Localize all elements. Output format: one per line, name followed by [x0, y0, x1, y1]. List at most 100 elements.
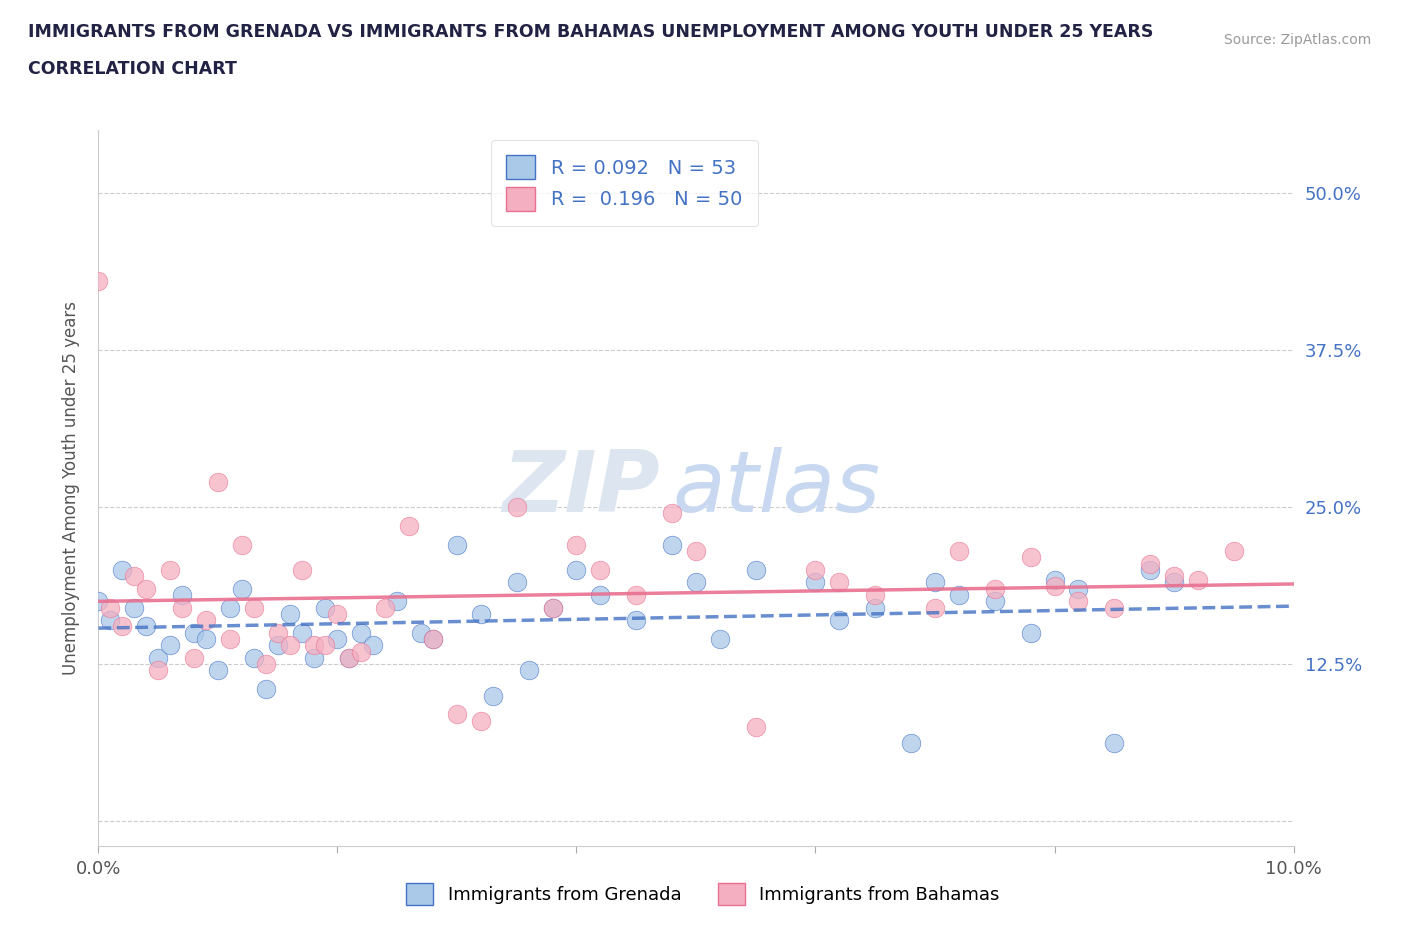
- Point: [254, 682, 277, 697]
- Point: [148, 663, 170, 678]
- Point: [195, 631, 218, 646]
- Point: [374, 600, 396, 615]
- Point: [87, 273, 110, 288]
- Point: [1067, 594, 1090, 609]
- Point: [470, 606, 492, 621]
- Point: [315, 638, 337, 653]
- Point: [541, 600, 564, 615]
- Point: [685, 544, 707, 559]
- Point: [339, 650, 361, 665]
- Point: [1163, 575, 1185, 590]
- Point: [326, 631, 349, 646]
- Point: [626, 588, 648, 603]
- Point: [350, 644, 373, 659]
- Point: [1043, 573, 1066, 588]
- Text: IMMIGRANTS FROM GRENADA VS IMMIGRANTS FROM BAHAMAS UNEMPLOYMENT AMONG YOUTH UNDE: IMMIGRANTS FROM GRENADA VS IMMIGRANTS FR…: [28, 23, 1153, 41]
- Point: [159, 638, 181, 653]
- Legend: R = 0.092   N = 53, R =  0.196   N = 50: R = 0.092 N = 53, R = 0.196 N = 50: [491, 140, 758, 226]
- Point: [1223, 544, 1246, 559]
- Point: [709, 631, 731, 646]
- Point: [339, 650, 361, 665]
- Text: ZIP: ZIP: [502, 446, 661, 530]
- Point: [446, 538, 468, 552]
- Point: [589, 588, 612, 603]
- Point: [948, 544, 970, 559]
- Point: [924, 600, 946, 615]
- Point: [482, 688, 505, 703]
- Legend: Immigrants from Grenada, Immigrants from Bahamas: Immigrants from Grenada, Immigrants from…: [395, 872, 1011, 916]
- Point: [398, 519, 420, 534]
- Point: [900, 736, 922, 751]
- Point: [87, 594, 110, 609]
- Point: [1104, 600, 1126, 615]
- Point: [135, 581, 157, 596]
- Point: [326, 606, 349, 621]
- Point: [984, 594, 1007, 609]
- Point: [865, 600, 887, 615]
- Point: [1163, 569, 1185, 584]
- Point: [231, 581, 253, 596]
- Point: [207, 663, 229, 678]
- Point: [411, 625, 433, 640]
- Point: [183, 650, 205, 665]
- Point: [278, 606, 301, 621]
- Point: [1104, 736, 1126, 751]
- Point: [291, 625, 314, 640]
- Point: [302, 638, 325, 653]
- Point: [231, 538, 253, 552]
- Point: [1139, 556, 1161, 571]
- Point: [111, 619, 134, 634]
- Point: [1139, 563, 1161, 578]
- Point: [254, 657, 277, 671]
- Point: [1019, 550, 1042, 565]
- Text: CORRELATION CHART: CORRELATION CHART: [28, 60, 238, 78]
- Point: [422, 631, 444, 646]
- Point: [302, 650, 325, 665]
- Point: [243, 600, 266, 615]
- Point: [745, 563, 768, 578]
- Point: [267, 625, 290, 640]
- Point: [541, 600, 564, 615]
- Point: [291, 563, 314, 578]
- Point: [195, 613, 218, 628]
- Text: atlas: atlas: [672, 446, 880, 530]
- Point: [924, 575, 946, 590]
- Point: [172, 588, 194, 603]
- Point: [685, 575, 707, 590]
- Point: [517, 663, 540, 678]
- Point: [207, 474, 229, 489]
- Text: Source: ZipAtlas.com: Source: ZipAtlas.com: [1223, 33, 1371, 46]
- Point: [124, 569, 146, 584]
- Point: [661, 538, 683, 552]
- Point: [1043, 578, 1066, 593]
- Point: [350, 625, 373, 640]
- Point: [98, 600, 122, 615]
- Point: [446, 707, 468, 722]
- Point: [385, 594, 409, 609]
- Y-axis label: Unemployment Among Youth under 25 years: Unemployment Among Youth under 25 years: [62, 301, 80, 675]
- Point: [984, 581, 1007, 596]
- Point: [828, 613, 851, 628]
- Point: [804, 563, 827, 578]
- Point: [219, 631, 242, 646]
- Point: [745, 720, 768, 735]
- Point: [948, 588, 970, 603]
- Point: [422, 631, 444, 646]
- Point: [159, 563, 181, 578]
- Point: [363, 638, 385, 653]
- Point: [124, 600, 146, 615]
- Point: [267, 638, 290, 653]
- Point: [661, 506, 683, 521]
- Point: [135, 619, 157, 634]
- Point: [506, 575, 529, 590]
- Point: [1019, 625, 1042, 640]
- Point: [111, 563, 134, 578]
- Point: [98, 613, 122, 628]
- Point: [219, 600, 242, 615]
- Point: [565, 538, 588, 552]
- Point: [183, 625, 205, 640]
- Point: [148, 650, 170, 665]
- Point: [804, 575, 827, 590]
- Point: [828, 575, 851, 590]
- Point: [565, 563, 588, 578]
